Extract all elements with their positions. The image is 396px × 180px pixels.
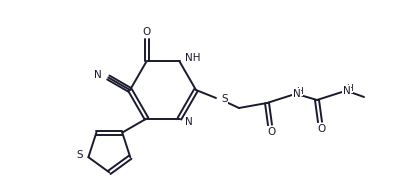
Text: N: N [185, 117, 192, 127]
Text: O: O [143, 27, 150, 37]
Text: N: N [293, 89, 301, 99]
Text: H: H [296, 87, 303, 96]
Text: S: S [221, 94, 228, 104]
Text: N: N [343, 86, 351, 96]
Text: S: S [77, 150, 84, 160]
Text: N: N [93, 69, 101, 80]
Text: NH: NH [185, 53, 200, 63]
Text: O: O [268, 127, 276, 137]
Text: O: O [318, 124, 326, 134]
Text: H: H [346, 84, 353, 93]
